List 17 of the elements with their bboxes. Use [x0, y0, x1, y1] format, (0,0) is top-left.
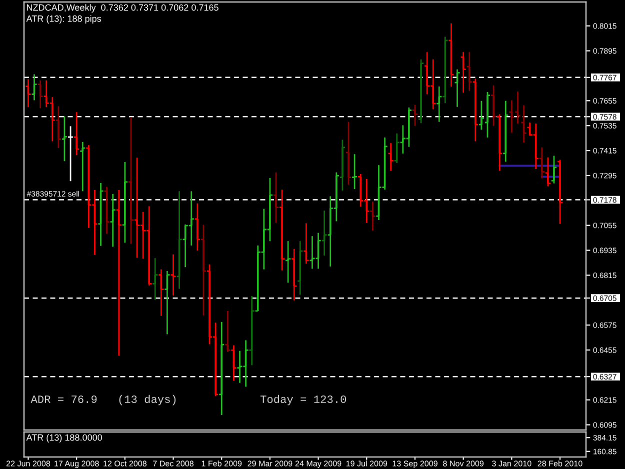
x-tick-label: 12 Oct 2008	[104, 460, 147, 466]
x-tick-label: 28 Feb 2010	[538, 460, 582, 466]
text: ATR (13): 188 pips	[26, 15, 102, 24]
chart-title: NZDCAD,Weekly 0.7362 0.7371 0.7062 0.7165	[26, 4, 218, 12]
x-tick-label: 29 Mar 2009	[248, 460, 292, 466]
x-tick-label: 1 Feb 2009	[202, 460, 242, 466]
x-tick-label: 8 Nov 2009	[443, 460, 484, 466]
x-tick-label: 22 Jun 2008	[6, 460, 50, 466]
x-tick-label: 19 Jul 2009	[346, 460, 388, 466]
x-tick-label: 13 Sep 2009	[392, 460, 438, 468]
annotation: ADR = 76.9 (13 days)	[30, 394, 176, 406]
x-tick-label: 7 Dec 2008	[153, 460, 194, 466]
chart-title: ATR (13) 188.0000	[26, 434, 102, 442]
x-tick-label: 24 May 2009	[295, 460, 342, 468]
annotation: Today = 123.0	[260, 394, 346, 406]
x-tick-label: 3 Jan 2010	[492, 460, 532, 466]
x-tick-label: 17 Aug 2008	[54, 460, 99, 468]
